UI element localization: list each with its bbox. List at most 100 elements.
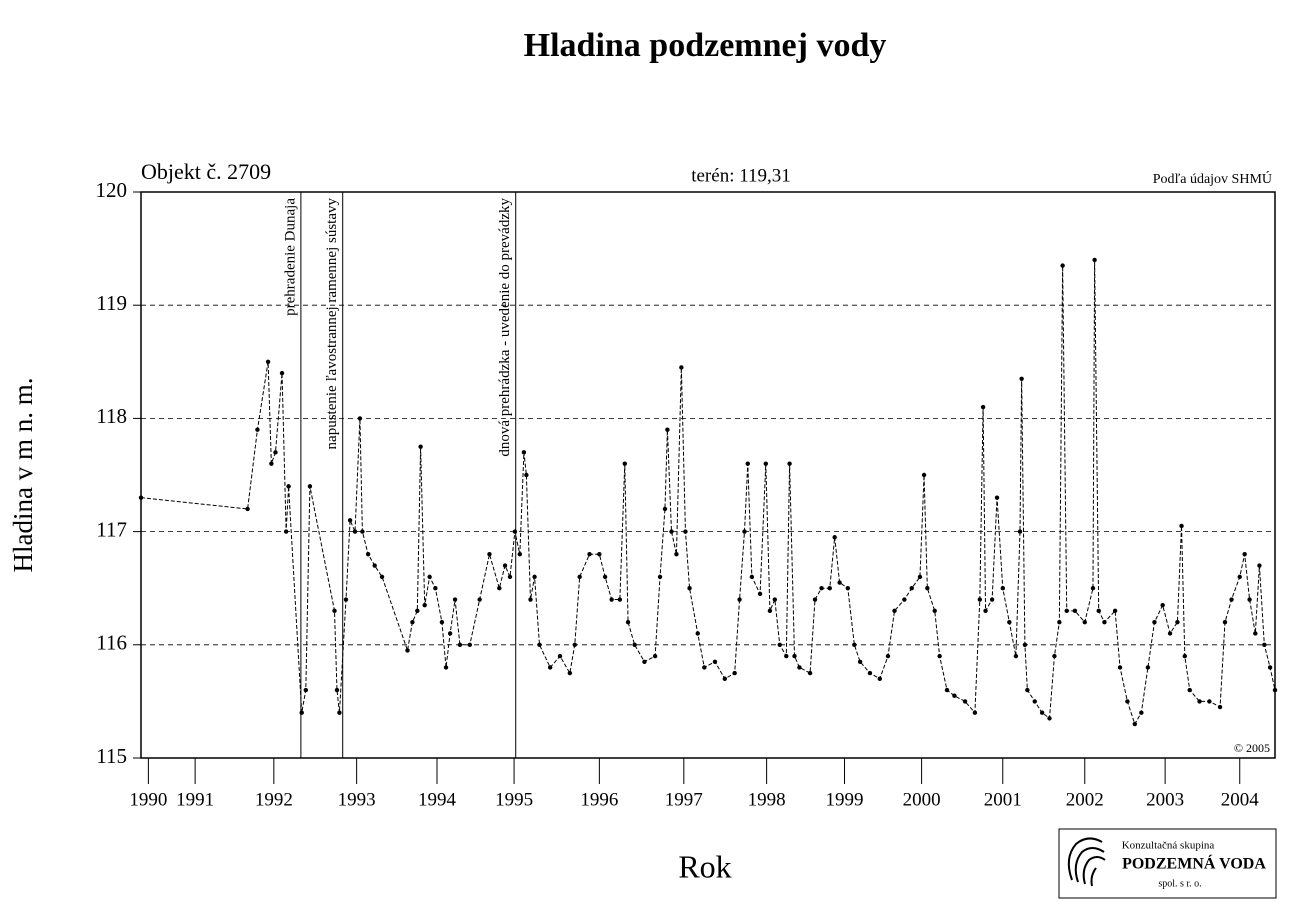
- data-point: [797, 665, 802, 670]
- data-point: [557, 653, 563, 659]
- data-point: [334, 687, 340, 693]
- data-point: [892, 608, 897, 614]
- data-point: [587, 552, 592, 557]
- data-point: [343, 597, 349, 602]
- data-point: [702, 665, 707, 670]
- data-point: [1160, 602, 1165, 608]
- data-point: [917, 574, 923, 580]
- data-point: [1060, 263, 1065, 268]
- data-point: [283, 529, 289, 534]
- data-point: [617, 597, 623, 602]
- data-point: [1102, 619, 1107, 625]
- data-point: [1179, 523, 1184, 529]
- data-point: [962, 699, 968, 704]
- data-point: [632, 642, 637, 647]
- data-point: [812, 597, 818, 602]
- plot-frame: [140, 191, 1276, 759]
- data-point: [332, 608, 337, 614]
- data-point: [497, 586, 502, 591]
- data-point: [273, 450, 278, 455]
- data-point: [1272, 687, 1278, 693]
- data-point: [1057, 619, 1062, 625]
- event-label: dnová prehrádzka - uvedenie do prevádzky: [497, 198, 513, 457]
- data-point: [662, 506, 668, 512]
- data-point: [1247, 597, 1252, 602]
- x-tick-label: 2002: [1066, 789, 1104, 810]
- data-point: [1019, 376, 1024, 381]
- data-point: [712, 659, 718, 664]
- data-point: [1072, 608, 1078, 614]
- x-tick-label: 1999: [826, 789, 864, 810]
- x-tick-label: 1996: [580, 789, 618, 810]
- data-point: [772, 597, 778, 602]
- data-point: [1217, 704, 1223, 710]
- data-point: [1052, 653, 1057, 659]
- data-point: [767, 608, 773, 614]
- data-point: [1253, 631, 1258, 636]
- data-point: [1132, 721, 1137, 727]
- data-point: [885, 653, 891, 659]
- data-point: [652, 653, 658, 659]
- data-point: [372, 563, 377, 568]
- data-point: [537, 642, 542, 647]
- data-point: [932, 608, 937, 614]
- data-point: [952, 693, 957, 698]
- copyright: © 2005: [1234, 741, 1270, 755]
- data-point: [669, 529, 674, 534]
- data-point: [1022, 642, 1028, 647]
- data-point: [1117, 665, 1123, 670]
- data-point: [487, 552, 492, 557]
- data-point: [679, 365, 684, 370]
- data-point: [1092, 257, 1097, 263]
- data-point: [415, 608, 420, 614]
- data-point: [902, 597, 907, 602]
- data-point: [1262, 642, 1267, 647]
- data-point: [944, 687, 950, 693]
- data-point: [1013, 653, 1019, 659]
- terrain-label: terén: 119,31: [691, 165, 791, 186]
- data-point: [521, 450, 527, 455]
- series-line: [140, 259, 1276, 726]
- data-point: [742, 529, 747, 534]
- data-point: [732, 670, 737, 676]
- data-point: [1167, 631, 1173, 636]
- data-point: [625, 619, 631, 625]
- data-point: [921, 472, 927, 478]
- data-point: [827, 586, 832, 591]
- x-tick-label: 1994: [418, 789, 457, 810]
- object-label: Objekt č. 2709: [141, 159, 271, 184]
- logo-line1: Konzultačná skupina: [1122, 840, 1215, 852]
- data-point: [1152, 619, 1157, 625]
- y-tick-label: 120: [96, 178, 128, 202]
- data-point: [749, 574, 755, 580]
- data-point: [303, 687, 309, 693]
- data-point: [1197, 699, 1202, 704]
- data-point: [528, 597, 533, 602]
- data-point: [477, 597, 482, 602]
- data-point: [867, 670, 873, 676]
- data-point: [532, 574, 537, 580]
- data-point: [642, 659, 647, 664]
- x-axis-title: Rok: [678, 848, 731, 884]
- data-point: [937, 653, 942, 659]
- x-tick-label: 2003: [1146, 789, 1184, 810]
- data-point: [622, 461, 627, 466]
- data-point: [665, 427, 670, 432]
- data-point: [1047, 716, 1052, 721]
- data-point: [674, 552, 679, 557]
- data-point: [279, 370, 285, 376]
- data-point: [1007, 619, 1012, 625]
- data-point: [1125, 699, 1130, 704]
- data-point: [757, 591, 763, 597]
- data-point: [418, 444, 423, 449]
- data-point: [1139, 710, 1144, 715]
- data-point: [1187, 687, 1192, 693]
- event-label: prehradenie Dunaja: [282, 198, 298, 316]
- data-point: [1025, 687, 1030, 693]
- data-point: [819, 586, 824, 591]
- data-point: [347, 518, 353, 523]
- data-point: [524, 472, 529, 478]
- data-point: [517, 552, 523, 557]
- data-point: [443, 665, 449, 670]
